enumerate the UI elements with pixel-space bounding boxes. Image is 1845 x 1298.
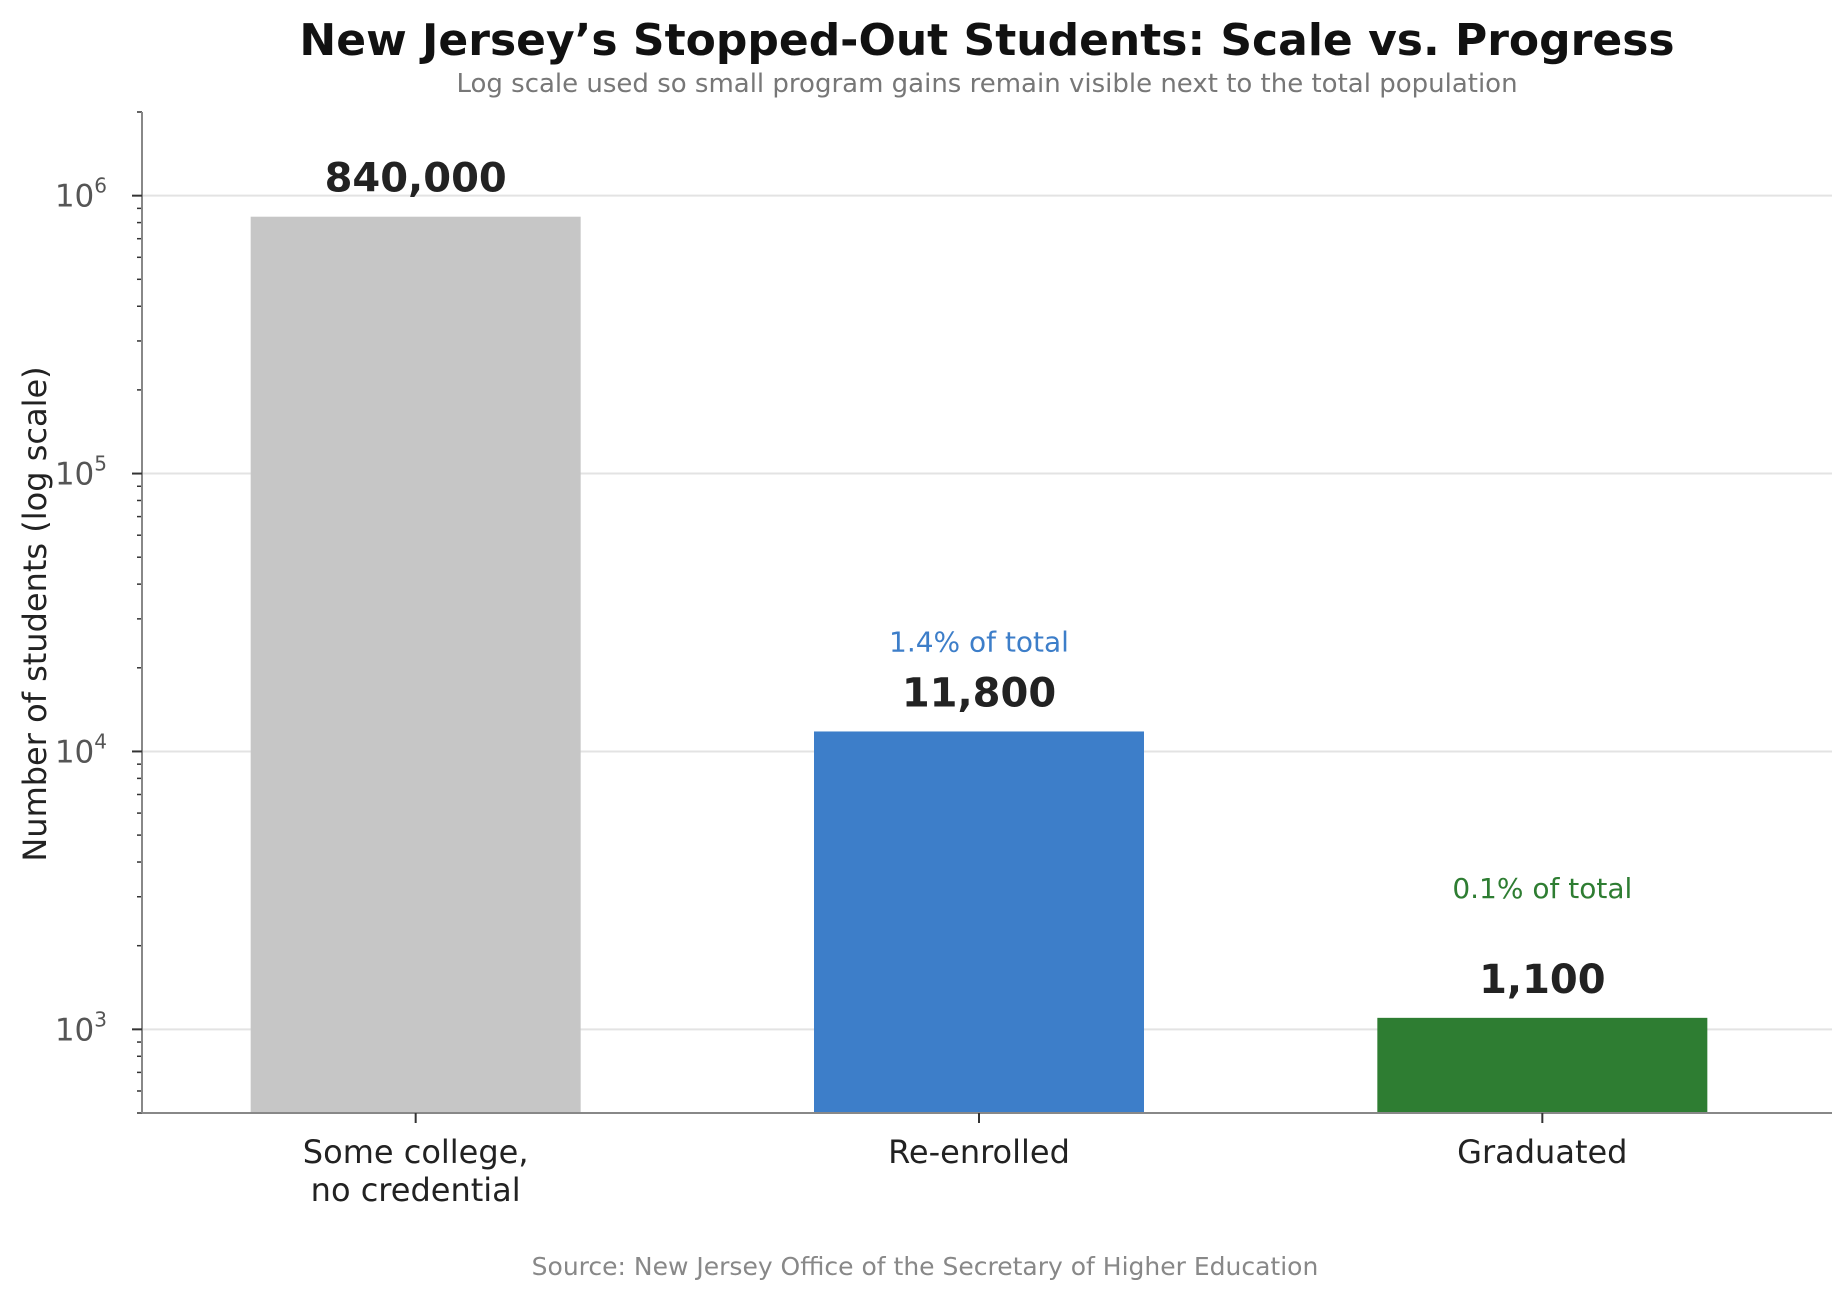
x-tick-label: Re-enrolled bbox=[888, 1133, 1070, 1171]
x-tick-label: Some college, bbox=[303, 1133, 529, 1171]
y-tick-label: 103 bbox=[55, 1007, 107, 1048]
value-label: 11,800 bbox=[902, 670, 1056, 716]
chart-title: New Jersey’s Stopped-Out Students: Scale… bbox=[299, 15, 1674, 66]
source-note: Source: New Jersey Office of the Secreta… bbox=[532, 1252, 1319, 1281]
bar bbox=[1377, 1017, 1708, 1113]
y-tick-label: 104 bbox=[55, 729, 107, 770]
chart-subtitle: Log scale used so small program gains re… bbox=[456, 69, 1517, 99]
share-label: 1.4% of total bbox=[889, 625, 1069, 658]
plot-area: 103 104 105 106 Some college,no credential 84… bbox=[55, 111, 1832, 1209]
y-tick-label: 106 bbox=[55, 174, 107, 215]
y-tick-label: 105 bbox=[55, 452, 107, 493]
bar bbox=[250, 216, 581, 1113]
value-label: 840,000 bbox=[325, 156, 507, 202]
x-tick-label: no credential bbox=[311, 1171, 521, 1209]
x-tick-label: Graduated bbox=[1457, 1133, 1627, 1171]
bar bbox=[814, 731, 1144, 1113]
value-label: 1,100 bbox=[1479, 957, 1606, 1003]
y-axis-label: Number of students (log scale) bbox=[16, 366, 54, 861]
share-label: 0.1% of total bbox=[1452, 872, 1632, 905]
